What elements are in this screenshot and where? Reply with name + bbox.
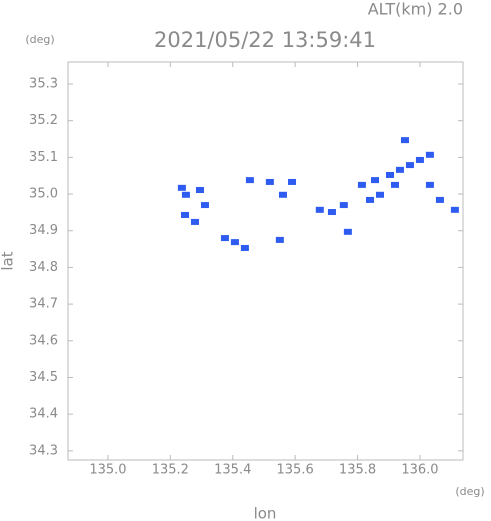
echo-point [265,178,274,185]
echo-point [425,151,434,158]
x-tick-label: 135.0 [89,463,126,478]
y-tick-label: 34.7 [29,297,58,312]
y-tick-label: 34.8 [29,260,58,275]
x-tick-label: 135.2 [152,463,189,478]
echo-point [177,184,186,191]
echo-point [200,202,209,209]
echo-point [230,239,239,246]
echo-point [371,177,380,184]
echo-point [327,209,336,216]
echo-point [376,191,385,198]
echo-point [181,191,190,198]
echo-point [245,177,254,184]
echo-point [366,196,375,203]
y-tick-label: 35.2 [29,113,58,128]
y-tick-label: 34.9 [29,223,58,238]
x-tick-label: 135.6 [277,463,314,478]
x-axis-label: lon [254,505,277,521]
chart-title: 2021/05/22 13:59:41 [154,28,376,52]
echo-point [275,236,284,243]
plot-frame [67,61,464,461]
echo-point [343,228,352,235]
echo-point [405,162,414,169]
echo-point [425,181,434,188]
y-axis-label: lat [0,251,17,270]
y-tick-label: 35.3 [29,77,58,92]
echo-point [288,178,297,185]
y-tick-label: 34.4 [29,407,58,422]
x-unit: (deg) [455,485,484,498]
echo-point [390,181,399,188]
y-tick-label: 34.3 [29,443,58,458]
echo-point [339,202,348,209]
echo-point [240,244,249,251]
echo-point [181,211,190,218]
echo-point [385,171,394,178]
x-tick-label: 135.4 [214,463,251,478]
echo-point [357,181,366,188]
echo-point [315,206,324,213]
altitude-label: ALT(km) 2.0 [368,0,463,19]
y-unit: (deg) [25,33,54,46]
y-tick-label: 35.1 [29,150,58,165]
echo-point [435,196,444,203]
y-tick-label: 34.5 [29,370,58,385]
echo-point [450,206,459,213]
echo-point [400,137,409,144]
y-tick-label: 34.6 [29,333,58,348]
echo-point [395,166,404,173]
echo-point [190,218,199,225]
x-tick-label: 135.8 [339,463,376,478]
x-tick-label: 136.0 [401,463,438,478]
echo-point [278,191,287,198]
y-tick-label: 35.0 [29,187,58,202]
echo-point [220,235,229,242]
echo-point [415,156,424,163]
echo-point [195,187,204,194]
